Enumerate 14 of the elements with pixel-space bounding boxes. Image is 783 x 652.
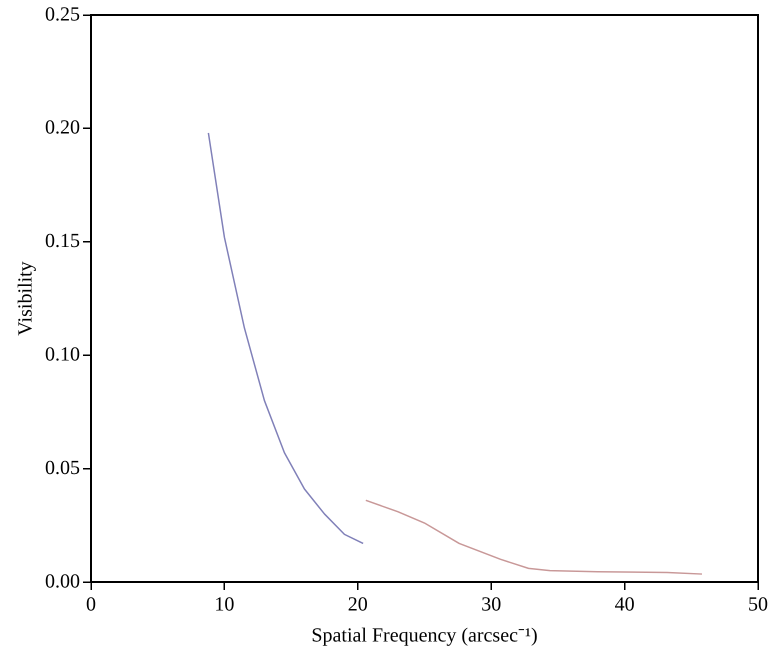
x-tick-label: 20 (348, 593, 368, 616)
y-tick-label: 0.05 (45, 456, 80, 479)
y-tick-label: 0.15 (45, 230, 80, 252)
y-tick-label: 0.20 (45, 116, 80, 139)
y-tick-label: 0.25 (45, 3, 80, 26)
y-tick-label: 0.10 (45, 343, 80, 366)
x-tick-label: 50 (748, 593, 768, 616)
x-tick-label: 40 (614, 593, 635, 616)
x-tick-label: 10 (214, 593, 234, 616)
x-tick-label: 30 (481, 593, 502, 616)
y-axis-title: Visibility (14, 261, 36, 336)
y-tick-label: 0.00 (45, 570, 80, 592)
x-tick-label: 0 (86, 593, 96, 616)
x-axis-title: Spatial Frequency (arcsec⁻¹) (311, 624, 538, 646)
